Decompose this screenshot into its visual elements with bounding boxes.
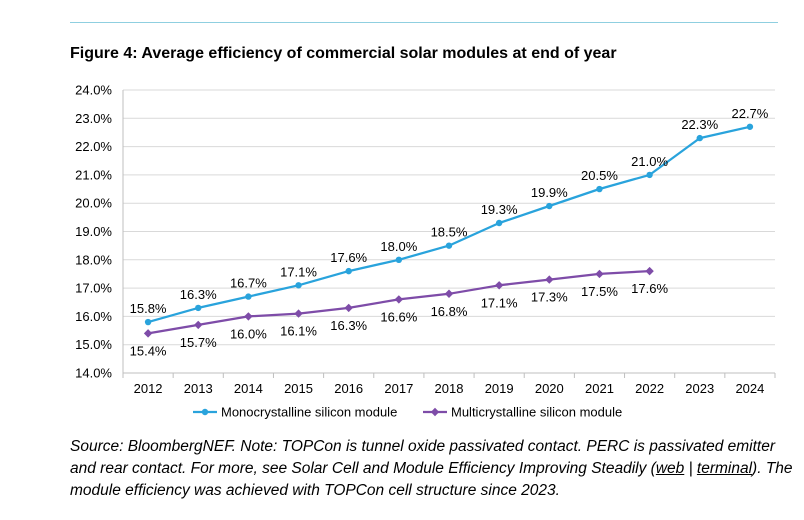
- y-tick-label: 23.0%: [75, 111, 112, 126]
- series-monocrystalline: [144, 123, 754, 326]
- data-point: [244, 312, 253, 321]
- data-label: 16.1%: [280, 324, 317, 339]
- data-point: [746, 123, 754, 130]
- top-divider: [70, 22, 778, 23]
- y-tick-label: 16.0%: [75, 309, 112, 324]
- data-label: 22.3%: [681, 117, 718, 132]
- y-tick-label: 17.0%: [75, 281, 112, 296]
- data-point: [395, 256, 403, 263]
- y-tick-label: 20.0%: [75, 196, 112, 211]
- data-label: 16.3%: [180, 287, 217, 302]
- data-label: 19.3%: [481, 202, 518, 217]
- data-label: 17.3%: [531, 290, 568, 305]
- data-point: [295, 282, 302, 289]
- data-point: [245, 293, 252, 300]
- source-text: Source: BloombergNEF. Note: TOPCon is tu…: [70, 438, 776, 477]
- data-point: [494, 281, 504, 290]
- data-label: 17.1%: [280, 264, 317, 279]
- data-point: [445, 242, 453, 249]
- data-point: [495, 219, 503, 227]
- data-label: 16.8%: [431, 304, 468, 319]
- y-tick-label: 19.0%: [75, 224, 112, 239]
- data-label: 17.1%: [481, 295, 518, 310]
- x-tick-label: 2024: [735, 381, 764, 396]
- x-tick-label: 2020: [535, 381, 564, 396]
- data-point: [595, 269, 604, 279]
- data-point: [696, 134, 703, 142]
- x-tick-label: 2021: [585, 381, 614, 396]
- x-tick-label: 2015: [284, 381, 313, 396]
- x-tick-label: 2016: [334, 381, 363, 396]
- data-label: 22.7%: [731, 106, 768, 121]
- legend-label: Multicrystalline silicon module: [451, 405, 622, 420]
- x-tick-label: 2018: [435, 381, 464, 396]
- series-multicrystalline: [143, 266, 654, 338]
- legend-label: Monocrystalline silicon module: [221, 405, 397, 420]
- data-point: [194, 320, 203, 330]
- data-label: 16.0%: [230, 326, 267, 341]
- source-note: Source: BloombergNEF. Note: TOPCon is tu…: [70, 436, 795, 502]
- x-tick-label: 2014: [234, 381, 263, 396]
- data-label: 15.4%: [130, 343, 167, 358]
- data-label: 18.0%: [380, 239, 417, 254]
- legend: Monocrystalline silicon module Multicryst…: [193, 405, 622, 420]
- data-point: [143, 329, 153, 338]
- data-labels: 15.8% 16.3% 16.7% 17.1% 17.6% 18.0% 18.5% 19.3%…: [130, 106, 769, 359]
- data-point: [444, 289, 454, 298]
- source-text-end: ). The module efficiency was achieved wi…: [70, 460, 793, 499]
- legend-item: Multicrystalline silicon module: [423, 405, 622, 420]
- data-label: 20.5%: [581, 168, 618, 183]
- y-tick-label: 21.0%: [75, 167, 112, 182]
- data-label: 16.6%: [380, 309, 417, 324]
- web-link[interactable]: web: [655, 460, 685, 477]
- data-point: [645, 266, 654, 276]
- figure-title: Figure 4: Average efficiency of commerci…: [70, 45, 617, 62]
- data-point: [545, 275, 554, 284]
- data-label: 15.7%: [180, 335, 217, 350]
- y-tick-label: 24.0%: [75, 83, 112, 98]
- data-label: 17.6%: [631, 281, 668, 296]
- legend-marker: [201, 408, 209, 416]
- x-tick-label: 2019: [485, 381, 514, 396]
- x-tick-label: 2013: [184, 381, 213, 396]
- data-point: [596, 185, 603, 193]
- data-label: 17.6%: [330, 250, 367, 265]
- terminal-link[interactable]: terminal: [696, 460, 753, 477]
- y-tick-label: 22.0%: [75, 139, 112, 154]
- data-point: [546, 202, 553, 210]
- data-point: [344, 303, 353, 313]
- data-label: 16.3%: [330, 318, 367, 333]
- x-tick-label: 2012: [134, 381, 163, 396]
- gridlines: [123, 89, 775, 346]
- y-tick-label: 15.0%: [75, 337, 112, 352]
- y-tick-label: 18.0%: [75, 252, 112, 267]
- link-separator: |: [684, 460, 697, 477]
- x-tick-label: 2017: [384, 381, 413, 396]
- efficiency-line-chart: 14.0% 15.0% 16.0% 17.0% 18.0% 19.0% 20.0% 21.0%…: [75, 83, 776, 420]
- data-label: 15.8%: [130, 301, 167, 316]
- data-point: [294, 309, 303, 318]
- legend-marker: [430, 407, 440, 417]
- data-point: [144, 318, 152, 326]
- data-label: 17.5%: [581, 284, 618, 299]
- legend-item: Monocrystalline silicon module: [193, 405, 397, 420]
- data-label: 19.9%: [531, 185, 568, 200]
- axes: 14.0% 15.0% 16.0% 17.0% 18.0% 19.0% 20.0% 21.0%…: [75, 83, 776, 396]
- data-point: [345, 267, 352, 275]
- data-label: 16.7%: [230, 276, 267, 291]
- data-label: 18.5%: [431, 225, 468, 240]
- x-tick-label: 2022: [635, 381, 664, 396]
- data-point: [394, 295, 404, 304]
- series: [143, 123, 754, 338]
- y-tick-label: 14.0%: [75, 366, 112, 381]
- x-tick-label: 2023: [685, 381, 714, 396]
- data-point: [195, 304, 202, 312]
- data-point: [646, 171, 653, 179]
- data-label: 21.0%: [631, 154, 668, 169]
